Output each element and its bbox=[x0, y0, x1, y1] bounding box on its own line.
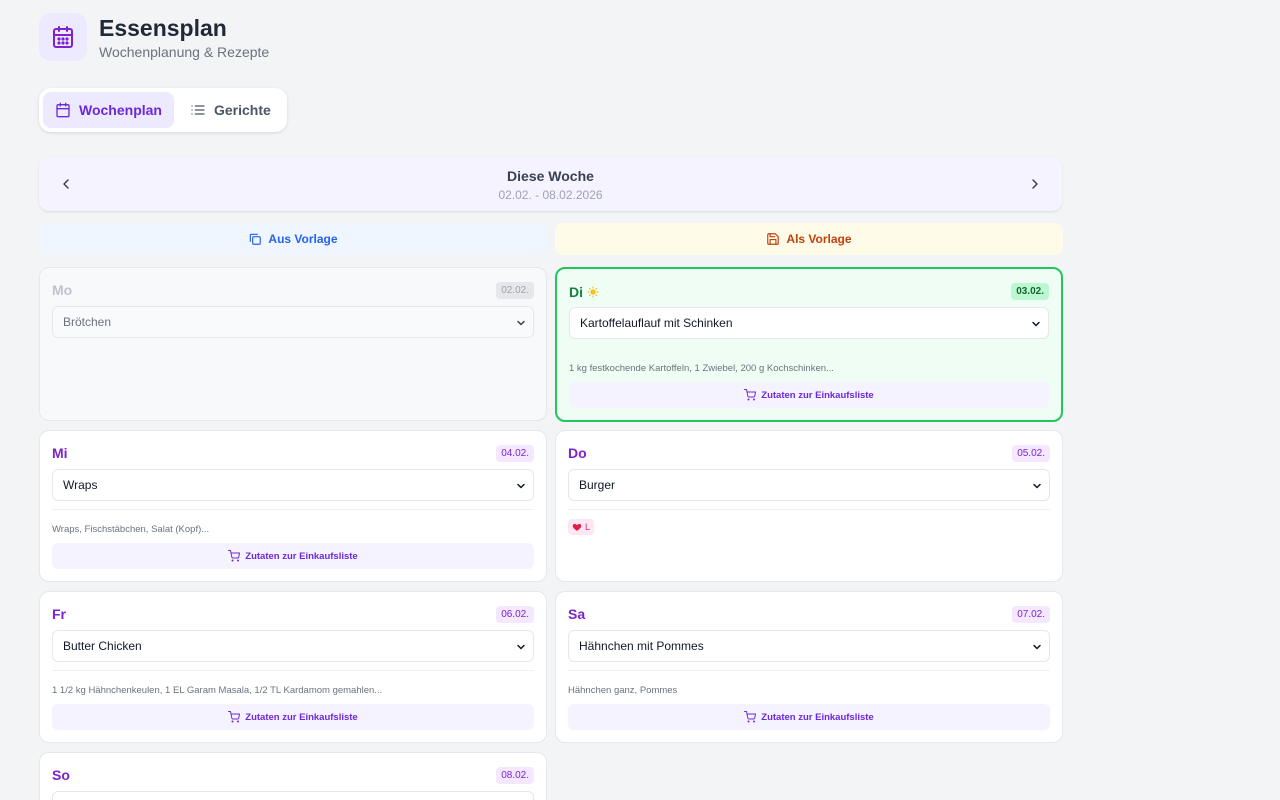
day-name: Mo bbox=[52, 282, 73, 298]
chevron-down-icon bbox=[1033, 483, 1041, 489]
day-card-mo: Mo 02.02. Brötchen bbox=[39, 267, 547, 421]
shop-label: Zutaten zur Einkaufsliste bbox=[245, 550, 358, 562]
day-name: Mi bbox=[52, 445, 68, 461]
date-badge: 05.02. bbox=[1012, 445, 1050, 462]
date-badge: 08.02. bbox=[496, 767, 534, 784]
sun-icon bbox=[587, 286, 599, 298]
chevron-down-icon bbox=[517, 483, 525, 489]
tab-label: Gerichte bbox=[213, 102, 271, 118]
ingredients-preview: 1 kg festkochende Kartoffeln, 1 Zwiebel,… bbox=[569, 363, 834, 374]
app-header: Essensplan Wochenplanung & Rezepte bbox=[39, 13, 269, 61]
favorite-tag: L bbox=[568, 519, 595, 535]
tab-wochenplan[interactable]: Wochenplan bbox=[43, 92, 174, 128]
app-subtitle: Wochenplanung & Rezepte bbox=[99, 44, 270, 60]
divider bbox=[568, 670, 1050, 671]
cart-icon bbox=[744, 389, 757, 401]
date-badge: 03.02. bbox=[1011, 283, 1049, 300]
day-name: Di bbox=[569, 284, 599, 300]
meal-select-value: Kartoffelauflauf mit Schinken bbox=[580, 316, 733, 330]
save-template-button[interactable]: Als Vorlage bbox=[555, 223, 1063, 255]
copy-icon bbox=[250, 233, 262, 245]
ingredients-preview: Wraps, Fischstäbchen, Salat (Kopf)... bbox=[52, 524, 210, 535]
chevron-right-icon bbox=[1032, 179, 1038, 189]
date-badge: 04.02. bbox=[496, 445, 534, 462]
date-badge: 06.02. bbox=[496, 606, 534, 623]
chevron-down-icon bbox=[1032, 321, 1040, 327]
cart-icon bbox=[744, 711, 757, 723]
week-title: Diese Woche bbox=[507, 168, 594, 184]
ingredients-preview: 1 1/2 kg Hähnchenkeulen, 1 EL Garam Masa… bbox=[52, 685, 383, 696]
cart-icon bbox=[228, 550, 241, 562]
chevron-left-icon bbox=[63, 179, 69, 189]
chevron-down-icon bbox=[517, 644, 525, 650]
meal-select[interactable]: Wraps bbox=[52, 469, 534, 501]
meal-select[interactable]: Brötchen bbox=[52, 306, 534, 338]
week-range: 02.02. - 08.02.2026 bbox=[498, 188, 603, 202]
shop-label: Zutaten zur Einkaufsliste bbox=[761, 389, 874, 401]
calendar-icon bbox=[56, 102, 70, 118]
day-name: Do bbox=[568, 445, 587, 461]
meal-select-value: Brötchen bbox=[63, 315, 112, 329]
next-week-button[interactable] bbox=[1022, 171, 1048, 197]
load-template-label: Aus Vorlage bbox=[268, 232, 338, 246]
date-badge: 07.02. bbox=[1012, 606, 1050, 623]
day-card-di: Di 03.02. Kartoffelauflauf mit Schinken … bbox=[555, 267, 1063, 422]
meal-select-value: Wraps bbox=[63, 478, 98, 492]
meal-select-value: Burger bbox=[579, 478, 616, 492]
date-badge: 02.02. bbox=[496, 282, 534, 299]
save-template-label: Als Vorlage bbox=[786, 232, 852, 246]
tab-label: Wochenplan bbox=[79, 102, 162, 118]
add-to-shopping-list-button[interactable]: Zutaten zur Einkaufsliste bbox=[52, 543, 534, 569]
list-icon bbox=[191, 105, 205, 115]
day-name: Sa bbox=[568, 606, 586, 622]
meal-select-value: Hähnchen mit Pommes bbox=[579, 639, 704, 653]
ingredients-preview: Hähnchen ganz, Pommes bbox=[568, 685, 678, 696]
meal-select[interactable]: Hähnchen mit Pommes bbox=[568, 630, 1050, 662]
cart-icon bbox=[228, 711, 241, 723]
meal-select[interactable]: Kartoffelauflauf mit Schinken bbox=[569, 307, 1049, 339]
day-card-do: Do 05.02. Burger L bbox=[555, 430, 1063, 582]
load-template-button[interactable]: Aus Vorlage bbox=[39, 223, 547, 255]
meal-select[interactable]: Butter Chicken bbox=[52, 630, 534, 662]
app-title: Essensplan bbox=[99, 15, 227, 41]
meal-select-value: Butter Chicken bbox=[63, 639, 142, 653]
divider bbox=[52, 509, 534, 510]
calendar-icon bbox=[53, 26, 73, 48]
main-tabs: Wochenplan Gerichte bbox=[39, 88, 287, 132]
day-name: Fr bbox=[52, 606, 66, 622]
day-card-sa: Sa 07.02. Hähnchen mit Pommes Hähnchen g… bbox=[555, 591, 1063, 743]
save-icon bbox=[767, 233, 780, 245]
day-card-fr: Fr 06.02. Butter Chicken 1 1/2 kg Hähnch… bbox=[39, 591, 547, 743]
day-card-so: So 08.02. bbox=[39, 752, 547, 800]
add-to-shopping-list-button[interactable]: Zutaten zur Einkaufsliste bbox=[569, 382, 1049, 408]
week-navigation: Diese Woche 02.02. - 08.02.2026 bbox=[39, 157, 1062, 211]
add-to-shopping-list-button[interactable]: Zutaten zur Einkaufsliste bbox=[52, 704, 534, 730]
tag-label: L bbox=[585, 522, 591, 532]
tab-gerichte[interactable]: Gerichte bbox=[178, 92, 283, 128]
day-name: So bbox=[52, 767, 70, 783]
meal-select[interactable] bbox=[52, 791, 534, 800]
shop-label: Zutaten zur Einkaufsliste bbox=[761, 711, 874, 723]
heart-icon bbox=[572, 523, 582, 531]
divider bbox=[52, 670, 534, 671]
chevron-down-icon bbox=[1033, 644, 1041, 650]
app-logo bbox=[39, 13, 87, 61]
prev-week-button[interactable] bbox=[53, 171, 79, 197]
divider bbox=[568, 509, 1050, 510]
chevron-down-icon bbox=[517, 320, 525, 326]
add-to-shopping-list-button[interactable]: Zutaten zur Einkaufsliste bbox=[568, 704, 1050, 730]
shop-label: Zutaten zur Einkaufsliste bbox=[245, 711, 358, 723]
day-card-mi: Mi 04.02. Wraps Wraps, Fischstäbchen, Sa… bbox=[39, 430, 547, 582]
meal-select[interactable]: Burger bbox=[568, 469, 1050, 501]
